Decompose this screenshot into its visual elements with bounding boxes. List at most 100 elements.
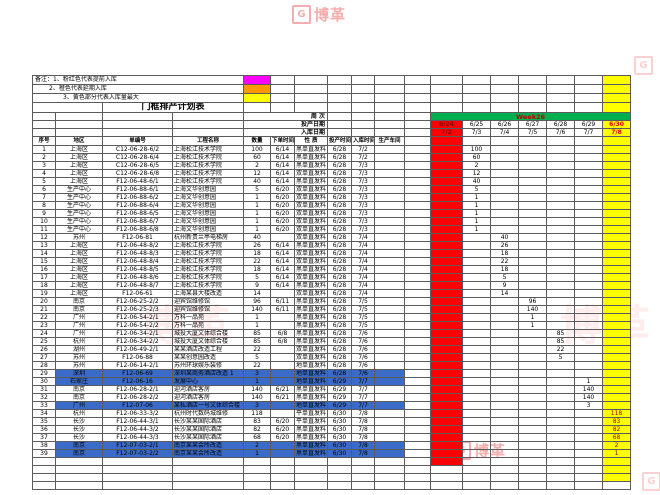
day-qty-cell[interactable] (518, 265, 548, 274)
cell[interactable] (404, 457, 432, 466)
day-cell[interactable] (602, 136, 632, 146)
produce-cell[interactable]: 6/28 (327, 209, 353, 218)
day-qty-cell[interactable] (546, 305, 576, 314)
day-qty-cell[interactable] (462, 409, 492, 418)
qty-cell[interactable]: 12 (243, 169, 272, 178)
produce-cell[interactable]: 6/28 (327, 193, 353, 202)
day-cell[interactable] (518, 84, 548, 94)
type-cell[interactable]: 黑单直发料 (294, 337, 329, 346)
day-qty-cell[interactable] (430, 249, 464, 258)
day-qty-cell[interactable] (574, 273, 604, 282)
cell[interactable] (404, 177, 432, 186)
day-qty-cell[interactable] (518, 481, 548, 490)
region-cell[interactable]: 南京 (55, 441, 103, 450)
order-date-cell[interactable]: 6/20 (270, 201, 296, 210)
day-qty-cell[interactable] (430, 289, 464, 298)
region-cell[interactable]: 杭州 (55, 337, 103, 346)
qty-cell[interactable]: 5 (243, 185, 272, 194)
instock-cell[interactable]: 7/6 (351, 337, 376, 346)
day-qty-cell[interactable] (490, 401, 520, 410)
day-qty-cell[interactable] (490, 161, 520, 170)
day-qty-cell[interactable] (574, 361, 604, 370)
cell[interactable] (404, 393, 432, 402)
day-qty-cell[interactable] (430, 369, 464, 378)
produce-cell[interactable]: 6/28 (327, 177, 353, 186)
row-number-cell[interactable]: 14 (32, 249, 56, 258)
cell[interactable] (351, 84, 376, 94)
cell[interactable] (404, 193, 432, 202)
qty-cell[interactable]: 14 (243, 289, 272, 298)
workshop-cell[interactable] (374, 441, 406, 450)
cell[interactable] (294, 93, 329, 103)
day-cell[interactable] (430, 136, 464, 146)
row-number-cell[interactable]: 36 (32, 425, 56, 434)
order-no-cell[interactable]: C12-06-28-6/8 (102, 169, 173, 178)
order-date-cell[interactable]: 6/14 (270, 257, 296, 266)
cell[interactable] (404, 289, 432, 298)
cell[interactable] (404, 120, 432, 129)
day-qty-cell[interactable] (490, 313, 520, 322)
order-date-cell[interactable]: 6/20 (270, 417, 296, 426)
order-date-cell[interactable]: 6/11 (270, 305, 296, 314)
instock-cell[interactable]: 7/3 (351, 161, 376, 170)
row-number-cell[interactable]: 11 (32, 225, 56, 234)
day-qty-cell[interactable] (490, 145, 520, 154)
day-qty-cell[interactable]: 14 (490, 289, 520, 298)
order-date-cell[interactable] (270, 441, 296, 450)
day-qty-cell[interactable] (574, 185, 604, 194)
day-qty-cell[interactable] (430, 273, 464, 282)
region-cell[interactable]: 石家庄 (55, 377, 103, 386)
day-qty-cell[interactable] (546, 481, 576, 490)
cell[interactable] (374, 120, 406, 129)
order-no-cell[interactable]: F12-06-44-3/1 (102, 417, 173, 426)
cell[interactable] (294, 84, 329, 94)
instock-cell[interactable]: 7/8 (351, 417, 376, 426)
day-qty-cell[interactable] (602, 353, 632, 362)
day-cell[interactable] (546, 75, 576, 85)
day-qty-cell[interactable] (574, 465, 604, 474)
day-qty-cell[interactable] (602, 185, 632, 194)
cell[interactable] (32, 102, 103, 113)
region-cell[interactable]: 苏州 (55, 233, 103, 242)
workshop-cell[interactable] (374, 209, 406, 218)
cell[interactable] (55, 465, 103, 474)
qty-cell[interactable]: 1 (243, 321, 272, 330)
day-cell[interactable] (546, 136, 576, 146)
order-no-cell[interactable]: F12-06-88-6/1 (102, 185, 173, 194)
day-qty-cell[interactable] (430, 281, 464, 290)
order-date-cell[interactable]: 6/20 (270, 185, 296, 194)
order-date-cell[interactable] (270, 345, 296, 354)
row-number-cell[interactable]: 29 (32, 369, 56, 378)
day-qty-cell[interactable] (518, 417, 548, 426)
day-qty-cell[interactable] (518, 217, 548, 226)
instock-cell[interactable]: 7/3 (351, 201, 376, 210)
day-qty-cell[interactable] (462, 473, 492, 482)
order-no-cell[interactable]: F12-06-34-2/1 (102, 329, 173, 338)
region-cell[interactable]: 长沙 (55, 417, 103, 426)
cell[interactable] (270, 84, 296, 94)
type-cell[interactable]: 双单直发料 (294, 257, 329, 266)
order-no-cell[interactable]: C12-06-28-6/5 (102, 161, 173, 170)
cell[interactable] (351, 120, 376, 129)
produce-cell[interactable]: 6/28 (327, 353, 353, 362)
day-qty-cell[interactable] (518, 337, 548, 346)
workshop-cell[interactable] (374, 265, 406, 274)
day-qty-cell[interactable]: 22 (546, 345, 576, 354)
day-qty-cell[interactable] (602, 257, 632, 266)
cell[interactable] (404, 93, 432, 103)
day-qty-cell[interactable] (430, 177, 464, 186)
day-qty-cell[interactable] (518, 329, 548, 338)
workshop-cell[interactable] (374, 297, 406, 306)
qty-cell[interactable]: 1 (243, 193, 272, 202)
order-date-cell[interactable]: 6/14 (270, 169, 296, 178)
cell[interactable] (327, 75, 353, 85)
day-qty-cell[interactable] (462, 297, 492, 306)
order-no-cell[interactable]: F12-06-88-6/7 (102, 217, 173, 226)
day-qty-cell[interactable] (602, 225, 632, 234)
region-cell[interactable]: 杭州 (55, 409, 103, 418)
day-qty-cell[interactable] (490, 465, 520, 474)
day-qty-cell[interactable] (490, 393, 520, 402)
day-qty-cell[interactable] (462, 369, 492, 378)
cell[interactable] (404, 465, 432, 474)
produce-cell[interactable]: 6/28 (327, 361, 353, 370)
